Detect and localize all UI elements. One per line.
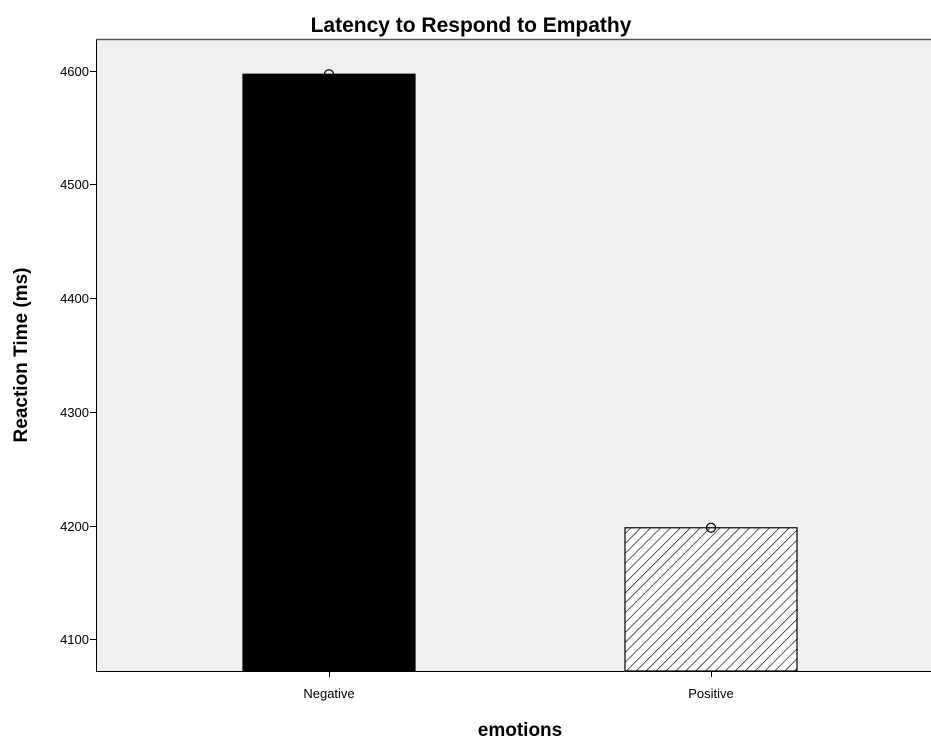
y-tick-label: 4400 [60, 291, 89, 306]
y-tick-label: 4200 [60, 519, 89, 534]
x-axis-title: emotions [478, 720, 562, 740]
bars-layer [242, 73, 798, 672]
mean-marker-negative [323, 69, 335, 80]
y-tick-label: 4500 [60, 177, 89, 192]
chart-title: Latency to Respond to Empathy [311, 14, 632, 37]
x-tick-label-negative: Negative [303, 686, 354, 701]
y-axis-title: Reaction Time (ms) [11, 268, 32, 443]
y-axis-ticks: 4100 4200 4300 4400 4500 4600 [60, 64, 96, 647]
y-tick-label: 4600 [60, 64, 89, 79]
markers-layer [323, 69, 717, 533]
bar-positive [624, 527, 798, 672]
mean-marker-positive [705, 522, 717, 533]
plot-area [96, 39, 931, 671]
x-axis-ticks: Negative Positive [303, 671, 734, 701]
y-tick-label: 4100 [60, 632, 89, 647]
x-tick-label-positive: Positive [688, 686, 734, 701]
bar-negative [242, 73, 416, 672]
y-tick-label: 4300 [60, 405, 89, 420]
